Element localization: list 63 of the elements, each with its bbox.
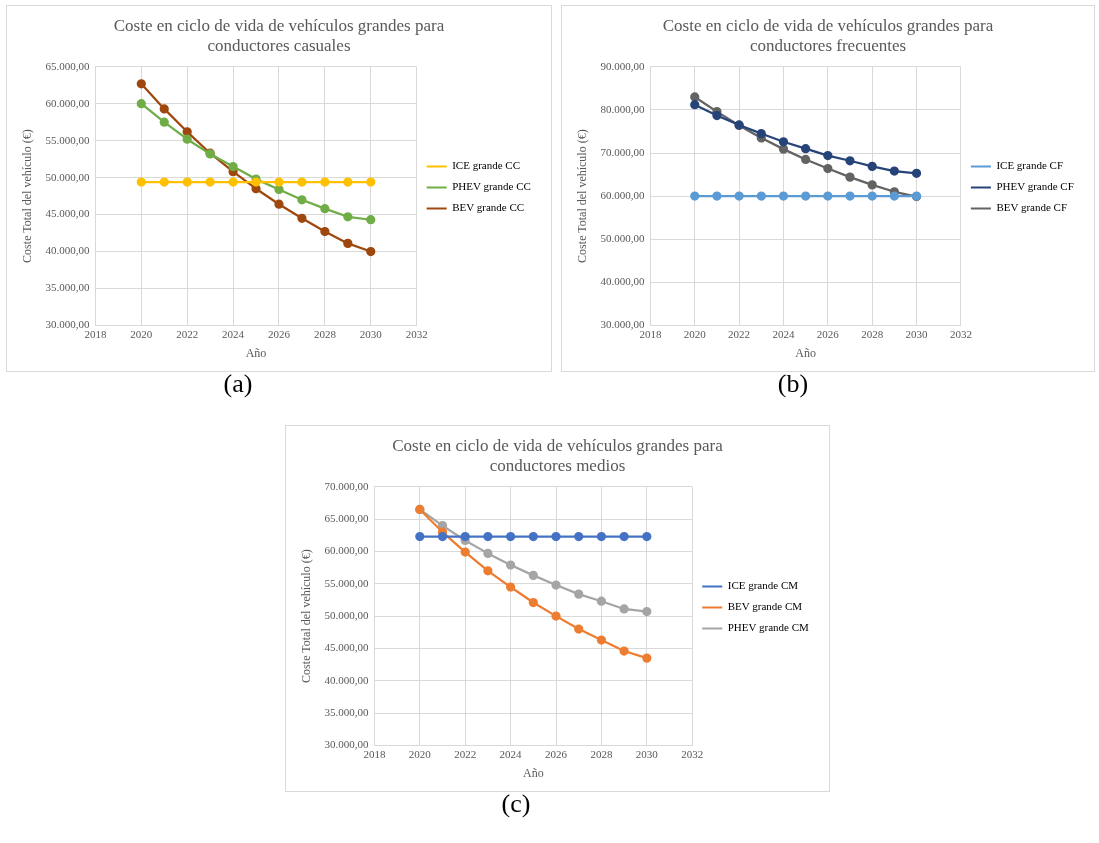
chart-title: Coste en ciclo de vida de vehículos grandes para conductores casuales [113, 15, 445, 56]
x-tick-label: 2028 [590, 747, 613, 760]
y-tick-label: 45.000,00 [324, 641, 369, 654]
x-tick-label: 2020 [130, 327, 153, 340]
y-tick-label: 45.000,00 [45, 207, 90, 220]
y-tick-label: 65.000,00 [45, 59, 90, 72]
y-axis-title: Coste Total del vehículo (€) [299, 549, 314, 683]
x-tick-label: 2024 [772, 327, 795, 340]
legend-label: PHEV grande CM [727, 621, 810, 634]
x-tick-label: 2032 [681, 747, 704, 760]
legend-label: BEV grande CF [996, 201, 1068, 214]
legend-label: ICE grande CM [727, 579, 799, 592]
x-tick-label: 2028 [313, 327, 337, 340]
y-axis-title: Coste Total del vehículo (€) [20, 129, 35, 263]
y-axis-title: Coste Total del vehículo (€) [575, 129, 590, 263]
x-tick-label: 2022 [454, 747, 477, 760]
y-tick-label: 50.000,00 [600, 232, 645, 245]
text: (a) [222, 369, 254, 399]
x-axis-title: Año [795, 345, 816, 360]
x-tick-label: 2026 [816, 327, 840, 340]
x-tick-label: 2024 [222, 327, 245, 340]
x-axis-title: Año [245, 345, 267, 360]
x-tick-label: 2028 [861, 327, 884, 340]
legend-label: PHEV grande CC [452, 180, 531, 193]
legend-label: ICE grande CF [996, 159, 1063, 172]
y-tick-label: 55.000,00 [324, 576, 369, 589]
x-tick-label: 2032 [949, 327, 972, 340]
y-tick-label: 60.000,00 [324, 544, 369, 557]
y-tick-label: 65.000,00 [324, 512, 369, 525]
x-tick-label: 2030 [359, 327, 383, 340]
legend-label: ICE grande CC [452, 159, 520, 172]
y-tick-label: 50.000,00 [324, 608, 369, 621]
y-tick-label: 90.000,00 [600, 59, 645, 72]
text: (c) [500, 789, 532, 819]
y-tick-label: 35.000,00 [45, 281, 90, 294]
x-axis-title: Año [522, 765, 544, 780]
y-tick-label: 70.000,00 [324, 479, 369, 492]
chart-title: Coste en ciclo de vida de vehículos grandes para conductores frecuentes [662, 15, 994, 56]
y-tick-label: 40.000,00 [600, 275, 645, 288]
text: (b) [776, 369, 810, 399]
x-tick-label: 2026 [545, 747, 568, 760]
x-tick-label: 2030 [635, 747, 659, 760]
chart-title: Coste en ciclo de vida de vehículos grandes para conductores medios [392, 435, 724, 476]
y-tick-label: 60.000,00 [600, 188, 645, 201]
y-tick-label: 40.000,00 [324, 673, 369, 686]
legend-label: BEV grande CM [727, 600, 803, 613]
legend-label: PHEV grande CF [996, 180, 1074, 193]
x-tick-label: 2026 [267, 327, 291, 340]
y-tick-label: 55.000,00 [45, 133, 90, 146]
y-tick-label: 60.000,00 [45, 96, 90, 109]
y-tick-label: 40.000,00 [45, 244, 90, 257]
x-tick-label: 2030 [905, 327, 929, 340]
x-tick-label: 2020 [408, 747, 432, 760]
x-tick-label: 2032 [405, 327, 428, 340]
y-tick-label: 70.000,00 [600, 145, 645, 158]
y-tick-label: 80.000,00 [600, 102, 645, 115]
x-tick-label: 2022 [728, 327, 751, 340]
x-tick-label: 2020 [683, 327, 707, 340]
y-tick-label: 35.000,00 [324, 705, 369, 718]
y-tick-label: 50.000,00 [45, 170, 90, 183]
legend-label: BEV grande CC [452, 201, 525, 214]
x-tick-label: 2024 [499, 747, 523, 760]
x-tick-label: 2022 [176, 327, 199, 340]
